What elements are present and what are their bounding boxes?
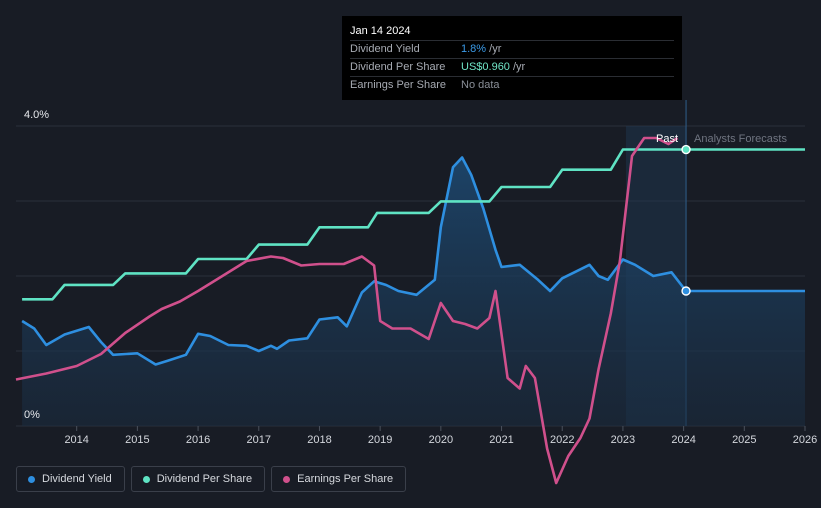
tooltip-dps-value: US$0.960 xyxy=(461,61,510,73)
x-tick-label: 2026 xyxy=(793,434,817,446)
tooltip-dps-label: Dividend Per Share xyxy=(350,61,446,73)
earnings-per-share-line xyxy=(15,136,679,485)
tooltip-dps-unit: /yr xyxy=(509,61,526,73)
tooltip-date: Jan 14 2024 xyxy=(350,25,411,37)
y-axis-max-label: 4.0% xyxy=(24,109,49,121)
past-label: Past xyxy=(656,133,678,145)
x-tick-label: 2014 xyxy=(64,434,88,446)
dividend-yield-area xyxy=(22,157,806,426)
x-tick-label: 2024 xyxy=(671,434,695,446)
legend-dividend-per-share[interactable]: Dividend Per Share xyxy=(130,466,266,492)
tooltip-yield-unit: /yr xyxy=(486,43,502,55)
x-tick-label: 2025 xyxy=(732,434,756,446)
tooltip-yield-label: Dividend Yield xyxy=(350,43,420,55)
x-tick-label: 2023 xyxy=(611,434,635,446)
x-axis: 2014 2015 2016 2017 2018 2019 2020 2021 2022 2023… xyxy=(64,426,817,446)
dividend-yield-marker xyxy=(681,286,691,296)
forecast-label: Analysts Forecasts xyxy=(694,133,787,145)
tooltip: Jan 14 2024 Dividend Yield 1.8% /yr Divi… xyxy=(342,16,682,100)
legend-dot-icon xyxy=(142,475,150,483)
legend-dot-icon xyxy=(28,475,35,483)
tooltip-row-yield: Dividend Yield 1.8% /yr xyxy=(350,40,674,58)
legend-label: Earnings Per Share xyxy=(297,473,394,485)
tooltip-row-dps: Dividend Per Share US$0.960 /yr xyxy=(350,58,674,76)
legend-earnings-per-share[interactable]: Earnings Per Share xyxy=(271,466,407,492)
x-tick-label: 2015 xyxy=(125,434,149,446)
dividend-yield-line xyxy=(21,156,805,366)
x-tick-label: 2018 xyxy=(307,434,331,446)
legend: Dividend Yield Dividend Per Share Earnin… xyxy=(16,466,407,492)
legend-dividend-yield[interactable]: Dividend Yield xyxy=(16,466,125,492)
legend-label: Dividend Per Share xyxy=(156,473,253,485)
dividend-per-share-marker xyxy=(681,144,691,155)
x-tick-label: 2021 xyxy=(489,434,513,446)
tooltip-eps-label: Earnings Per Share xyxy=(350,79,446,91)
legend-label: Dividend Yield xyxy=(42,473,112,485)
tooltip-eps-value: No data xyxy=(461,79,500,91)
x-tick-label: 2020 xyxy=(429,434,453,446)
x-tick-label: 2019 xyxy=(368,434,392,446)
x-tick-label: 2022 xyxy=(550,434,574,446)
tooltip-yield-value: 1.8% xyxy=(461,43,487,55)
dividend-per-share-line xyxy=(22,148,805,301)
y-axis-min-label: 0% xyxy=(24,409,40,421)
x-tick-label: 2016 xyxy=(186,434,210,446)
legend-dot-icon xyxy=(283,475,291,483)
x-tick-label: 2017 xyxy=(247,434,271,446)
tooltip-row-eps: Earnings Per Share No data xyxy=(350,76,674,94)
